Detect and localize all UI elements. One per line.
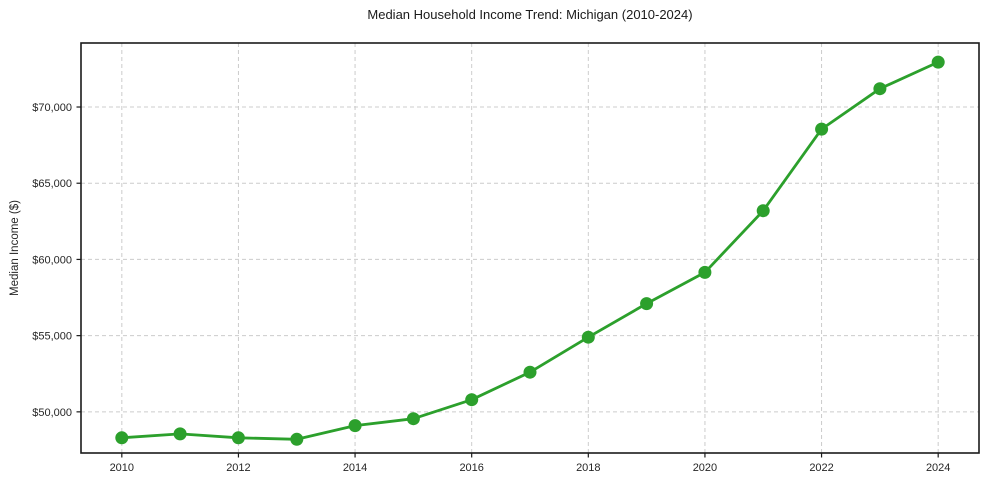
- data-point-2020: [698, 265, 712, 279]
- data-point-2021: [756, 204, 770, 218]
- data-point-2011: [173, 427, 187, 441]
- x-tick-label: 2018: [576, 462, 600, 474]
- data-point-2023: [873, 82, 887, 96]
- data-point-2010: [115, 431, 129, 445]
- data-point-2015: [406, 412, 420, 426]
- x-tick-label: 2010: [110, 462, 134, 474]
- y-tick-label: $70,000: [32, 102, 72, 114]
- x-tick-label: 2024: [926, 462, 950, 474]
- axis-ticks: 2010 2012 2014 2016 2018 2020 2022 2024 $50,000 $…: [32, 102, 950, 474]
- data-points: [115, 55, 945, 446]
- gridlines: [81, 43, 979, 453]
- income-trend-line: [120, 60, 940, 441]
- y-tick-label: $55,000: [32, 331, 72, 343]
- data-point-2013: [290, 432, 304, 446]
- x-tick-label: 2020: [693, 462, 717, 474]
- data-point-2024: [931, 55, 945, 69]
- y-tick-label: $65,000: [32, 178, 72, 190]
- data-point-2012: [231, 431, 245, 445]
- y-tick-label: $50,000: [32, 407, 72, 419]
- chart-title: Median Household Income Trend: Michigan …: [367, 7, 693, 22]
- plot-border: [80, 42, 980, 454]
- data-point-2019: [640, 297, 654, 311]
- x-tick-label: 2022: [809, 462, 833, 474]
- data-point-2022: [815, 122, 829, 136]
- y-tick-label: $60,000: [32, 254, 72, 266]
- data-point-2016: [465, 393, 479, 407]
- data-point-2017: [523, 365, 537, 379]
- x-tick-label: 2016: [459, 462, 483, 474]
- x-tick-label: 2014: [343, 462, 367, 474]
- data-point-2018: [581, 330, 595, 344]
- x-tick-label: 2012: [226, 462, 250, 474]
- data-point-2014: [348, 419, 362, 433]
